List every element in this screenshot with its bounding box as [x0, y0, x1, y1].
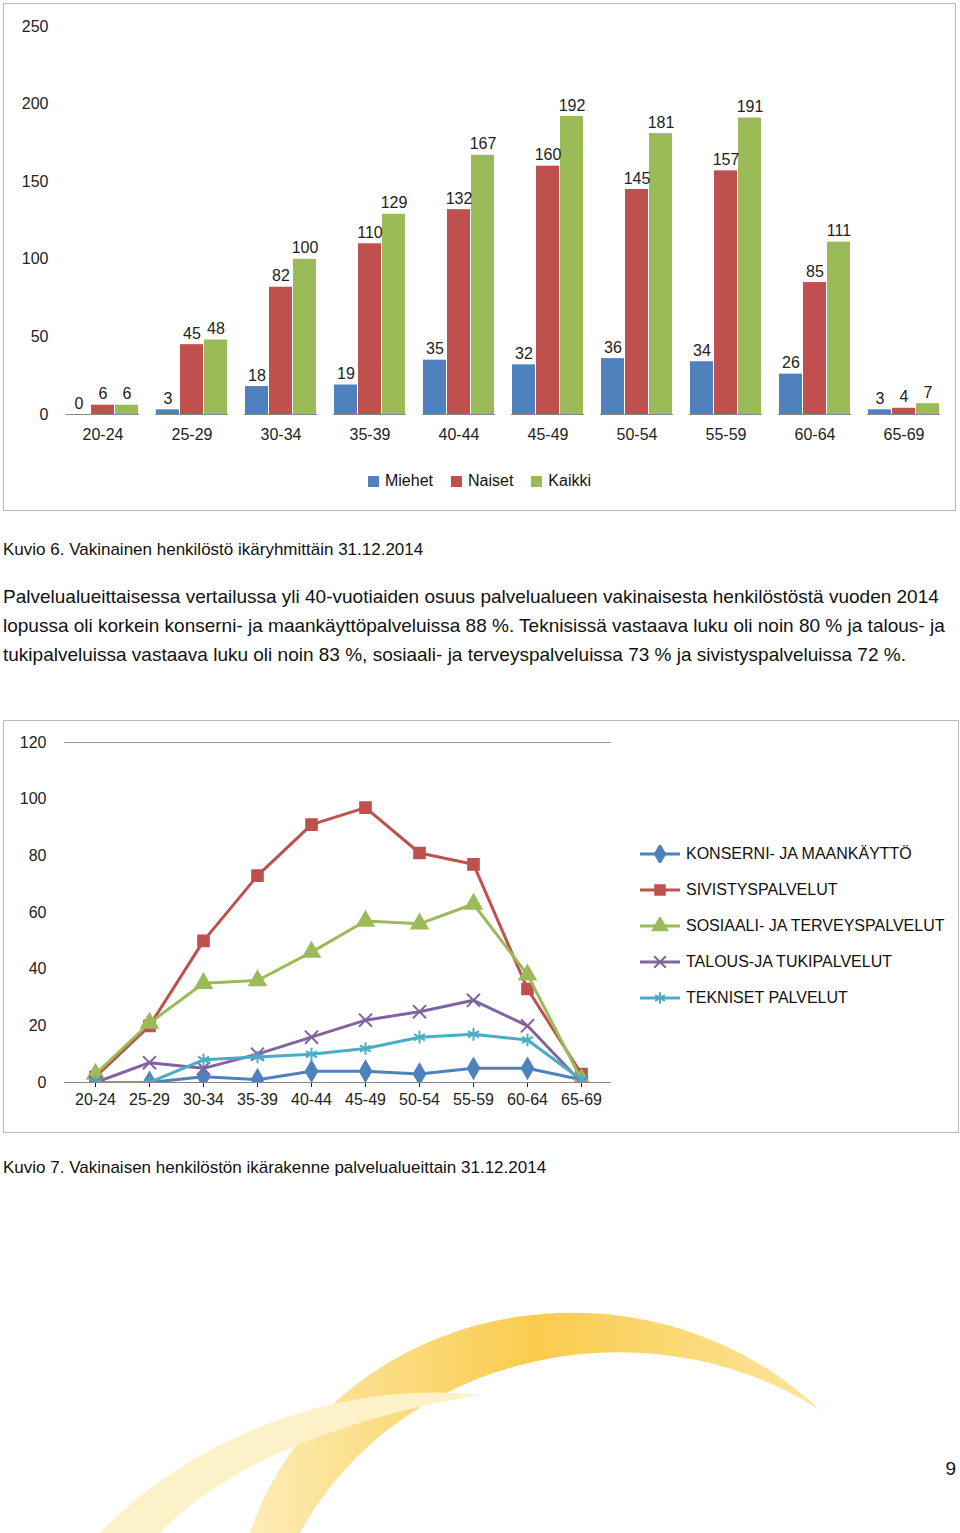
svg-text:20: 20 — [29, 1017, 47, 1034]
html-text:Kuvio 6. Vakinainen henkilöstö: Kuvio 6. Vakinainen henkilöstö ikäryhmit… — [3, 540, 424, 559]
svg-text:6: 6 — [99, 385, 108, 402]
svg-text:50: 50 — [31, 328, 49, 345]
html-text:Naiset: Naiset — [468, 472, 514, 489]
svg-text:19: 19 — [337, 365, 355, 382]
svg-text:82: 82 — [272, 267, 290, 284]
svg-text:34: 34 — [693, 342, 711, 359]
svg-text:55-59: 55-59 — [453, 1091, 494, 1108]
svg-text:65-69: 65-69 — [884, 426, 925, 443]
svg-text:132: 132 — [446, 190, 473, 207]
svg-text:45: 45 — [183, 325, 201, 342]
svg-text:40-44: 40-44 — [291, 1091, 332, 1108]
svg-text:45-49: 45-49 — [345, 1091, 386, 1108]
svg-text:36: 36 — [604, 339, 622, 356]
svg-text:100: 100 — [22, 250, 49, 267]
svg-text:26: 26 — [782, 354, 800, 371]
html-text:Kuvio 7. Vakinaisen henkilöstö: Kuvio 7. Vakinaisen henkilöstön ikäraken… — [3, 1158, 547, 1177]
svg-text:60-64: 60-64 — [507, 1091, 548, 1108]
html-text:KONSERNI- JA MAANKÄYTTÖ: KONSERNI- JA MAANKÄYTTÖ — [686, 845, 912, 862]
svg-text:25-29: 25-29 — [172, 426, 213, 443]
svg-text:30-34: 30-34 — [261, 426, 302, 443]
svg-text:0: 0 — [38, 1074, 47, 1091]
html-text:TALOUS-JA TUKIPALVELUT: TALOUS-JA TUKIPALVELUT — [686, 953, 892, 970]
svg-text:192: 192 — [559, 97, 586, 114]
svg-text:120: 120 — [20, 734, 47, 751]
svg-text:48: 48 — [207, 320, 225, 337]
svg-text:85: 85 — [806, 263, 824, 280]
html-text:9: 9 — [945, 1458, 956, 1479]
html-text:Kaikki: Kaikki — [548, 472, 591, 489]
svg-text:4: 4 — [900, 388, 909, 405]
svg-text:157: 157 — [713, 151, 740, 168]
svg-text:65-69: 65-69 — [561, 1091, 602, 1108]
svg-text:35: 35 — [426, 340, 444, 357]
svg-text:167: 167 — [470, 135, 497, 152]
html-text:SIVISTYSPALVELUT: SIVISTYSPALVELUT — [686, 881, 838, 898]
svg-text:160: 160 — [535, 146, 562, 163]
svg-text:45-49: 45-49 — [528, 426, 569, 443]
svg-text:80: 80 — [29, 847, 47, 864]
html-text:Palvelualueittaisessa vertailu: Palvelualueittaisessa vertailussa yli 40… — [3, 586, 945, 665]
svg-text:0: 0 — [75, 395, 84, 412]
svg-text:35-39: 35-39 — [237, 1091, 278, 1108]
svg-text:129: 129 — [381, 194, 408, 211]
svg-text:32: 32 — [515, 345, 533, 362]
svg-text:18: 18 — [248, 367, 266, 384]
svg-text:0: 0 — [40, 406, 49, 423]
svg-text:100: 100 — [20, 790, 47, 807]
svg-text:110: 110 — [357, 224, 383, 241]
svg-text:145: 145 — [624, 170, 651, 187]
svg-text:3: 3 — [164, 390, 173, 407]
svg-text:3: 3 — [876, 390, 885, 407]
svg-text:55-59: 55-59 — [706, 426, 747, 443]
svg-text:20-24: 20-24 — [75, 1091, 116, 1108]
svg-text:60: 60 — [29, 904, 47, 921]
svg-text:40-44: 40-44 — [439, 426, 480, 443]
svg-text:35-39: 35-39 — [350, 426, 391, 443]
svg-text:25-29: 25-29 — [129, 1091, 170, 1108]
html-text:SOSIAALI- JA TERVEYSPALVELUT: SOSIAALI- JA TERVEYSPALVELUT — [686, 917, 945, 934]
svg-text:150: 150 — [22, 173, 49, 190]
html-text:Miehet: Miehet — [385, 472, 433, 489]
svg-text:100: 100 — [292, 239, 319, 256]
svg-text:200: 200 — [22, 95, 49, 112]
svg-text:50-54: 50-54 — [399, 1091, 440, 1108]
svg-text:30-34: 30-34 — [183, 1091, 224, 1108]
svg-text:50-54: 50-54 — [617, 426, 658, 443]
svg-text:6: 6 — [123, 385, 132, 402]
svg-text:20-24: 20-24 — [83, 426, 124, 443]
svg-text:191: 191 — [737, 98, 764, 115]
svg-text:40: 40 — [29, 960, 47, 977]
html-text:TEKNISET PALVELUT: TEKNISET PALVELUT — [686, 989, 848, 1006]
svg-text:7: 7 — [924, 384, 933, 401]
svg-text:181: 181 — [648, 114, 675, 131]
svg-text:60-64: 60-64 — [795, 426, 836, 443]
svg-text:111: 111 — [827, 222, 851, 239]
svg-text:250: 250 — [22, 18, 49, 35]
